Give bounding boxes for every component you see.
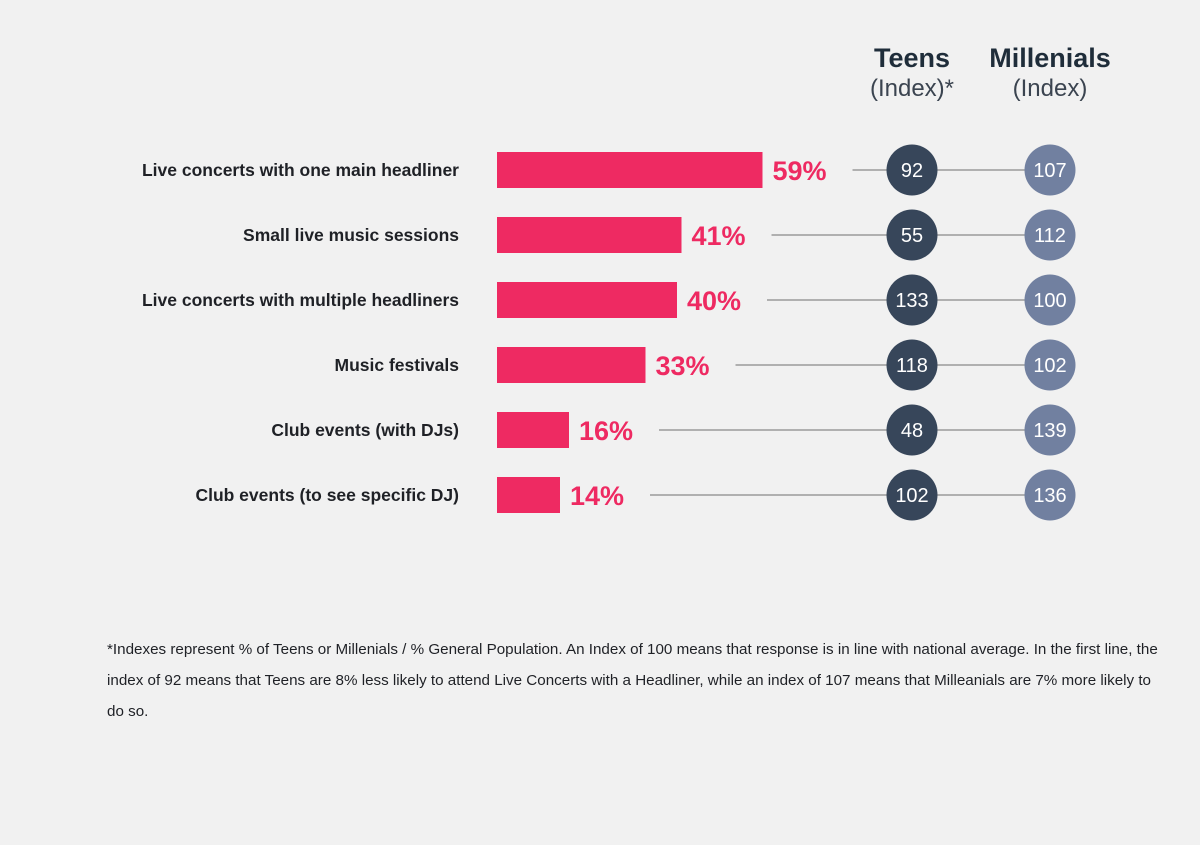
teens-column-header: Teens (Index)* xyxy=(852,42,972,104)
bar-value-label: 33% xyxy=(656,351,710,381)
teens-column-title: Teens xyxy=(873,43,951,73)
bar xyxy=(497,217,682,253)
millenials-index-circle xyxy=(1024,469,1076,521)
teens-index-circle xyxy=(886,274,938,326)
millenials-index-circle xyxy=(1024,404,1076,456)
category-label: Club events (to see specific DJ) xyxy=(195,485,459,505)
bar-value-label: 41% xyxy=(692,221,746,251)
millenials-index-circle xyxy=(1024,339,1076,391)
bar-chart: Live concerts with one main headliner 59%… xyxy=(142,144,1076,521)
teens-index-value: 133 xyxy=(895,290,928,312)
teens-index-circle xyxy=(886,404,938,456)
category-label: Club events (with DJs) xyxy=(271,420,459,440)
bar-value-label: 14% xyxy=(570,481,624,511)
category-label: Small live music sessions xyxy=(243,225,459,245)
category-label: Live concerts with one main headliner xyxy=(142,160,459,180)
millenials-index-value: 136 xyxy=(1033,485,1066,507)
millenials-index-circle xyxy=(1024,209,1076,261)
teens-index-value: 48 xyxy=(901,420,923,442)
millenials-index-circle xyxy=(1024,274,1076,326)
teens-index-value: 118 xyxy=(896,355,928,377)
bar-value-label: 40% xyxy=(687,286,741,316)
millenials-column-subtitle: (Index) xyxy=(1012,75,1088,102)
bar-value-label: 16% xyxy=(579,416,633,446)
millenials-index-circle xyxy=(1024,144,1076,196)
millenials-column-title: Millenials xyxy=(989,43,1111,73)
teens-index-circle xyxy=(886,144,938,196)
millenials-index-value: 139 xyxy=(1033,420,1066,442)
millenials-index-value: 102 xyxy=(1033,355,1066,377)
millenials-column-header: Millenials (Index) xyxy=(970,42,1130,104)
category-label: Music festivals xyxy=(335,355,460,375)
bar xyxy=(497,477,560,513)
teens-index-circle xyxy=(886,469,938,521)
millenials-index-value: 100 xyxy=(1033,290,1066,312)
teens-index-value: 102 xyxy=(895,485,928,507)
bar xyxy=(497,412,569,448)
bar-value-label: 59% xyxy=(773,156,827,186)
footnote: *Indexes represent % of Teens or Milleni… xyxy=(107,641,1158,720)
teens-index-value: 55 xyxy=(901,225,923,247)
teens-index-circle xyxy=(886,209,938,261)
teens-index-circle xyxy=(886,339,938,391)
bar xyxy=(497,347,646,383)
bar xyxy=(497,282,677,318)
teens-index-value: 92 xyxy=(901,160,923,182)
teens-column-subtitle: (Index)* xyxy=(869,75,955,102)
category-label: Live concerts with multiple headliners xyxy=(142,290,459,310)
millenials-index-value: 112 xyxy=(1034,225,1066,247)
bar xyxy=(497,152,763,188)
millenials-index-value: 107 xyxy=(1033,160,1066,182)
